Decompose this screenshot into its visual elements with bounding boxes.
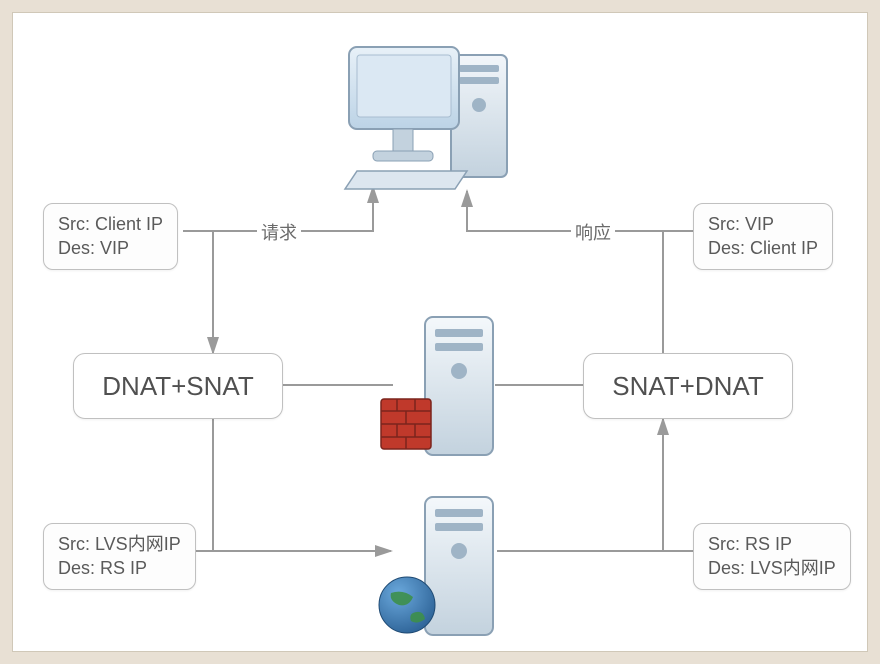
label-line: Src: Client IP <box>58 212 163 236</box>
diagram-canvas: Src: Client IP Des: VIP Src: VIP Des: Cl… <box>12 12 868 652</box>
label-line: Des: RS IP <box>58 556 181 580</box>
label-bottom-right: Src: RS IP Des: LVS内网IP <box>693 523 851 590</box>
label-line: Des: VIP <box>58 236 163 260</box>
edge-client-to-dnat <box>183 231 213 353</box>
edge-dnat-webserver <box>213 419 391 551</box>
nat-box-left: DNAT+SNAT <box>73 353 283 419</box>
label-line: Src: LVS内网IP <box>58 532 181 556</box>
label-bottom-left: Src: LVS内网IP Des: RS IP <box>43 523 196 590</box>
label-line: Src: RS IP <box>708 532 836 556</box>
label-top-left: Src: Client IP Des: VIP <box>43 203 178 270</box>
nat-box-text: SNAT+DNAT <box>612 371 763 402</box>
nat-box-text: DNAT+SNAT <box>102 371 253 402</box>
label-top-right: Src: VIP Des: Client IP <box>693 203 833 270</box>
server-firewall-icon <box>373 313 513 463</box>
edge-label-request: 请求 <box>257 219 301 245</box>
client-computer-icon <box>343 33 533 193</box>
edge-label-response: 响应 <box>571 219 615 245</box>
label-line: Src: VIP <box>708 212 818 236</box>
label-line: Des: LVS内网IP <box>708 556 836 580</box>
nat-box-right: SNAT+DNAT <box>583 353 793 419</box>
label-line: Des: Client IP <box>708 236 818 260</box>
server-globe-icon <box>373 493 513 643</box>
edge-webserver-snat <box>497 419 663 551</box>
